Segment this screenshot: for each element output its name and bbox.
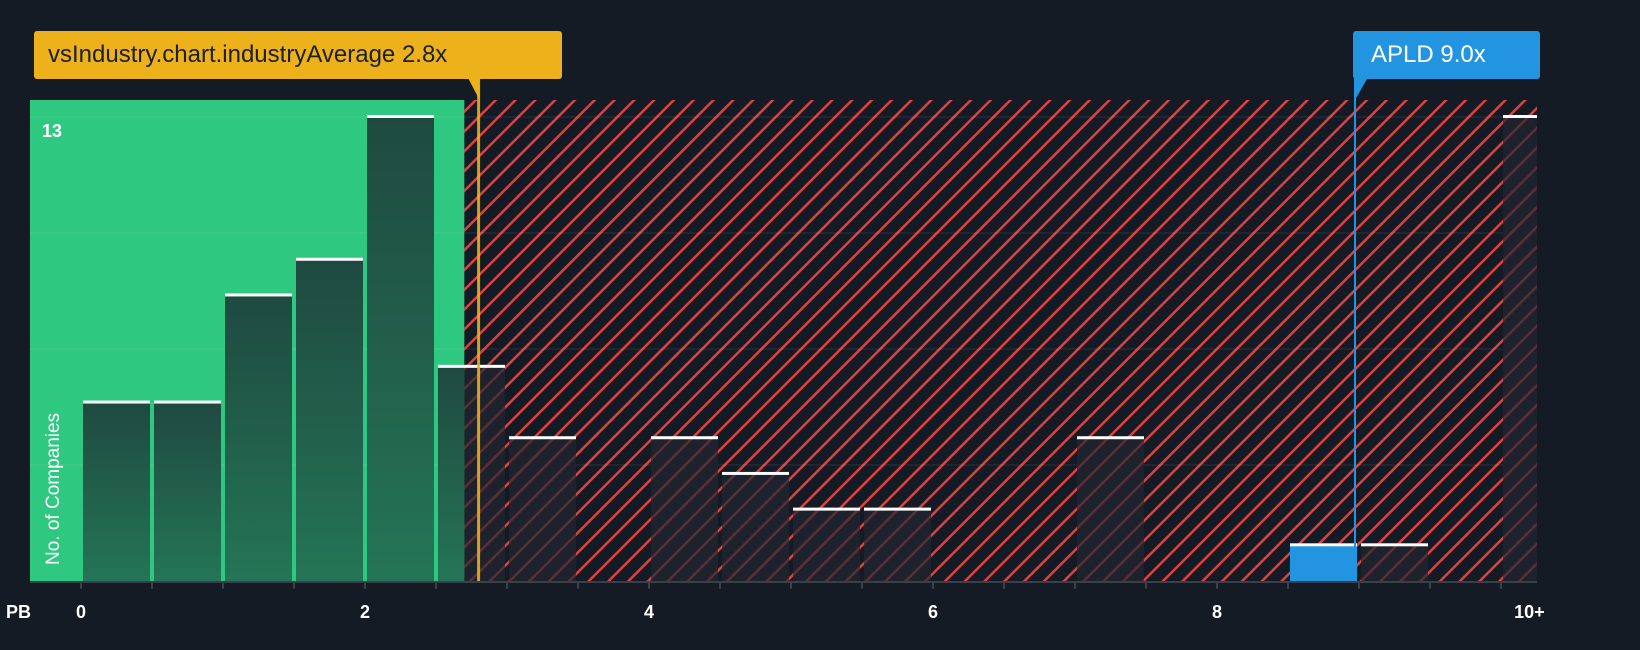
bar (154, 402, 221, 581)
x-axis-label: PB (6, 602, 31, 622)
bar-highlighted (1290, 545, 1357, 581)
bar (651, 438, 718, 581)
bar (722, 473, 789, 581)
x-tick-label: 2 (360, 602, 370, 622)
bar (1503, 117, 1537, 581)
bar (864, 509, 931, 581)
bar (509, 438, 576, 581)
bar-top-marker (438, 364, 505, 368)
bar-top-marker (1077, 436, 1144, 440)
bar (367, 117, 434, 581)
overvalued-region (464, 100, 1537, 581)
bar-top-marker (367, 115, 434, 118)
bar (793, 509, 860, 581)
y-tick-label: 13 (42, 121, 62, 141)
bar-top-marker (154, 400, 221, 404)
x-tick-label: 6 (928, 602, 938, 622)
bar-top-marker (651, 436, 718, 440)
bar-top-marker (296, 257, 363, 261)
bar-top-marker (1290, 543, 1357, 547)
bar-top-marker (793, 507, 860, 511)
x-tick-label: 8 (1212, 602, 1222, 622)
bar-top-marker (83, 400, 150, 404)
bar-top-marker (1361, 543, 1428, 547)
industry-average-callout: vsIndustry.chart.industryAverage 2.8x (34, 31, 562, 79)
x-tick-label: 4 (644, 602, 654, 622)
bar (1077, 438, 1144, 581)
bar (438, 366, 465, 581)
bar (225, 295, 292, 581)
bar (296, 259, 363, 581)
x-tick-label: 0 (76, 602, 86, 622)
bar-top-marker (509, 436, 576, 440)
y-axis-label: No. of Companies (43, 413, 64, 565)
bar-top-marker (722, 471, 789, 475)
bar-top-marker (1503, 115, 1537, 118)
company-pointer (1355, 79, 1367, 100)
bar-top-marker (225, 293, 292, 297)
bar (464, 366, 505, 581)
bar (83, 402, 150, 581)
x-tick-label: 10+ (1514, 602, 1545, 622)
industry-average-pointer (468, 79, 480, 100)
bar (1361, 545, 1428, 581)
bar-top-marker (864, 507, 931, 511)
company-callout: APLD 9.0x (1353, 31, 1540, 79)
